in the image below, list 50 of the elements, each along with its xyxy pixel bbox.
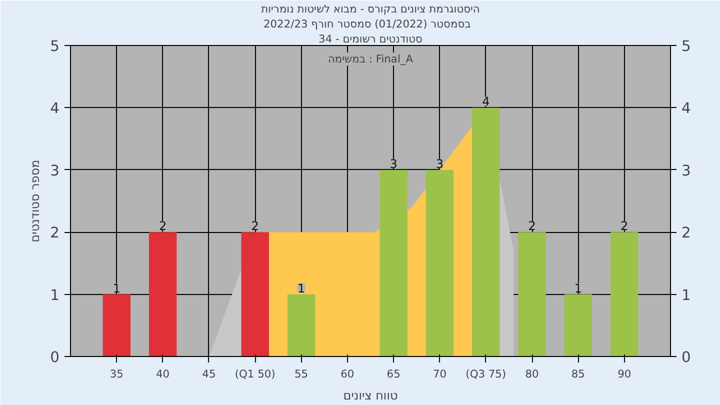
chart-subtitle: בסמסטר (01/2022) סמסטר חורף 2022/23 [263,18,471,30]
bar [518,232,546,356]
data-label: 1 [574,281,582,296]
y-tick-label: 2 [50,224,60,242]
x-tick-label: 85 [571,368,585,380]
y2-tick-label: 0 [682,349,691,366]
x-tick-label: 45 [202,368,216,380]
data-label: 3 [390,156,398,171]
x-tick-label: 90 [618,368,632,380]
y2-tick-label: 1 [682,286,691,304]
data-label: 4 [482,94,490,109]
data-label: 1 [112,281,120,296]
annotation: סטודנטים רשומים - 34 [318,32,423,46]
x-tick-label: 35 [110,368,124,380]
y2-tick-label: 3 [682,162,691,180]
y-tick-label: 0 [50,349,60,366]
bar [426,170,454,356]
bar [241,232,269,356]
bar [380,170,408,356]
y2-tick-label: 2 [682,224,691,242]
x-tick-label: 55 [294,368,308,380]
x-tick-label: 60 [340,368,354,380]
x-tick-label: (Q3 75) [466,368,506,380]
bar [564,294,592,356]
annotation: במשימה : Final_A [328,52,414,66]
y-axis-title: מספר סטודנטים [28,160,42,242]
bar [287,294,316,356]
data-label: 2 [528,219,536,234]
y-tick-label: 3 [50,162,60,180]
y-tick-label: 5 [50,38,60,55]
data-label: 2 [620,219,628,234]
x-tick-label: 65 [386,368,400,380]
x-axis-title: טווח ציונים [343,388,398,402]
y-tick-label: 4 [50,100,60,118]
x-tick-label: 40 [156,368,170,380]
data-label: 3 [436,156,444,171]
data-label: 2 [251,219,259,234]
data-label: 2 [158,219,167,234]
bar [148,232,177,356]
bar [610,232,638,356]
y2-tick-label: 4 [682,100,691,118]
bar [102,294,130,356]
y-tick-label: 1 [50,286,60,304]
x-tick-label: 80 [525,368,540,380]
bar [472,108,500,356]
chart-title: היסטוגרמת ציונים בקורס - מבוא לשיטות נומריות [261,2,480,16]
y2-tick-label: 5 [682,38,691,55]
x-tick-label: (Q1 50) [234,368,276,380]
data-label: 1 [297,281,306,296]
x-tick-label: 70 [432,368,447,380]
